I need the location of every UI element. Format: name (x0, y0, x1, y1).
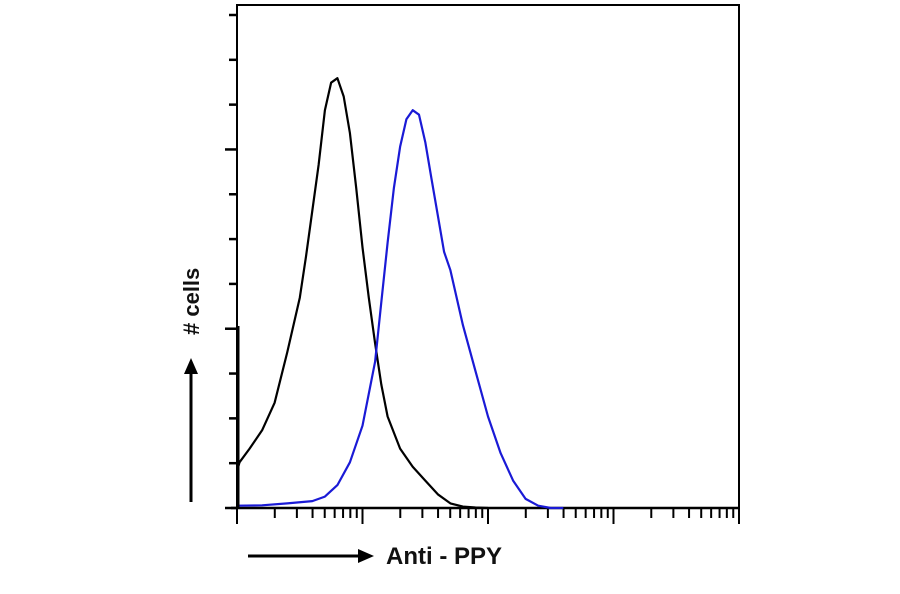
anti-ppy-histogram-line (236, 109, 564, 510)
x-axis-label: Anti - PPY (386, 543, 502, 570)
y-axis-label: # cells (179, 268, 204, 335)
histogram-series (235, 77, 564, 510)
x-axis-arrow-icon (248, 549, 374, 563)
y-axis-ticks (225, 13, 237, 510)
control-histogram-line (235, 77, 489, 510)
y-axis-arrow-icon (184, 358, 198, 502)
x-axis-ticks (236, 508, 740, 524)
